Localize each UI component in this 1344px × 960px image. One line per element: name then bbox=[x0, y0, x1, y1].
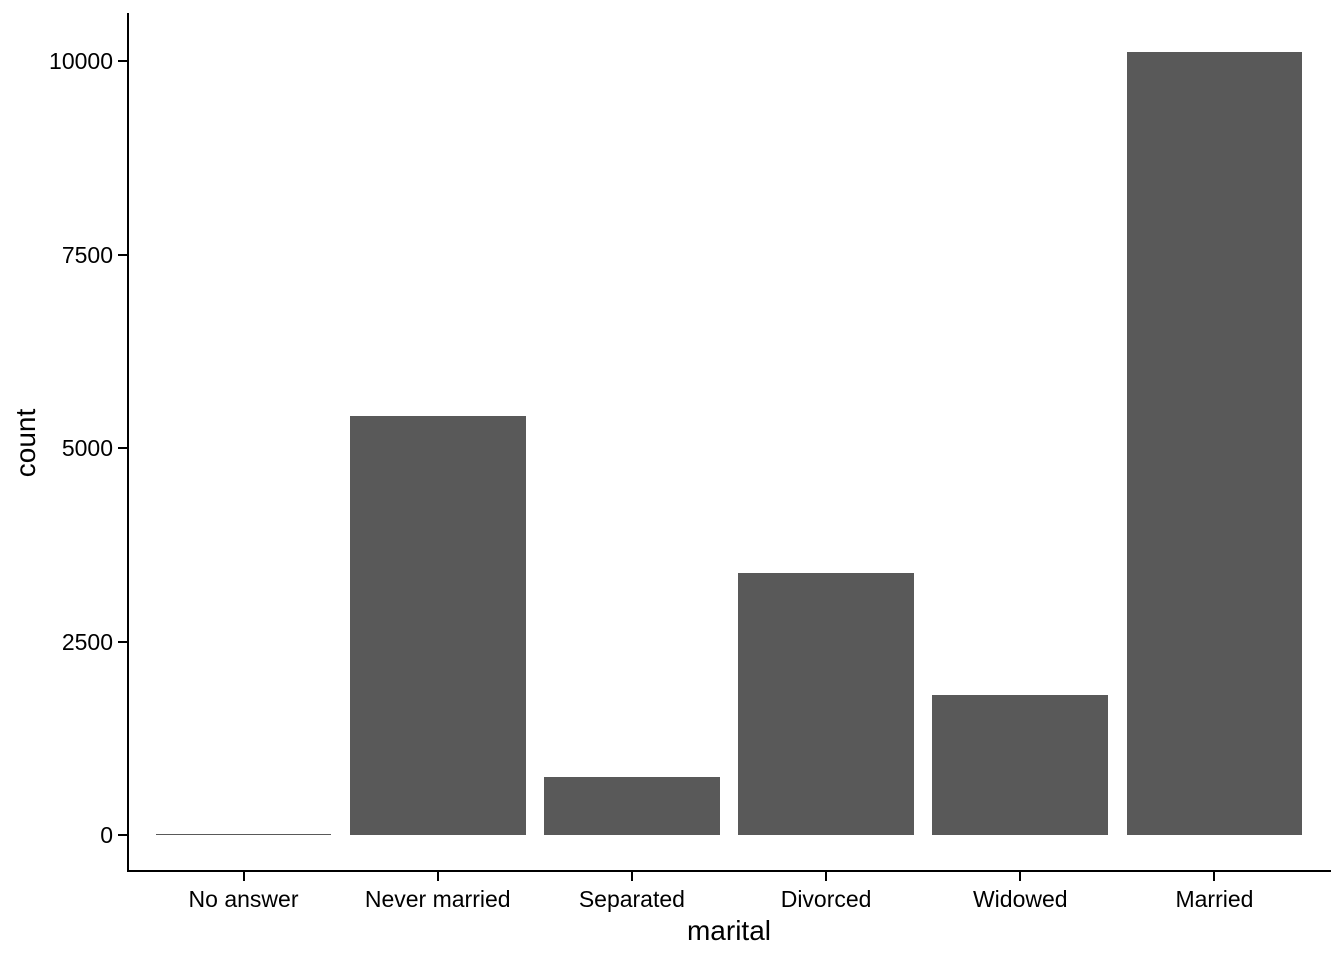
y-tick-10000 bbox=[118, 60, 127, 62]
y-tick-label-10000: 10000 bbox=[49, 48, 113, 74]
x-tick-never-married bbox=[436, 872, 439, 881]
x-axis-title: marital bbox=[686, 915, 771, 946]
y-tick-0 bbox=[118, 834, 127, 836]
bar-divorced bbox=[738, 573, 914, 835]
x-tick-no-answer bbox=[242, 872, 245, 881]
x-tick-label-married: Married bbox=[1175, 886, 1254, 912]
x-tick-label-separated: Separated bbox=[578, 886, 685, 912]
y-tick-label-7500: 7500 bbox=[61, 241, 113, 268]
x-tick-separated bbox=[630, 872, 633, 881]
y-tick-label-2500: 2500 bbox=[61, 628, 113, 655]
bar-never-married bbox=[349, 415, 526, 835]
y-tick-2500 bbox=[118, 640, 127, 643]
x-axis-line bbox=[127, 870, 1331, 872]
x-tick-divorced bbox=[825, 872, 828, 881]
plot-panel: No answer Never married Separated Divorced W… bbox=[49, 13, 1331, 912]
bar-no-answer bbox=[155, 833, 332, 835]
x-tick-widowed bbox=[1019, 872, 1022, 881]
y-tick-7500 bbox=[118, 253, 127, 256]
x-tick-married bbox=[1213, 872, 1216, 881]
bar-widowed bbox=[932, 695, 1109, 835]
bar-separated bbox=[544, 777, 720, 835]
bar-married bbox=[1126, 51, 1303, 835]
x-tick-label-no-answer: No answer bbox=[188, 886, 299, 912]
x-tick-label-widowed: Widowed bbox=[972, 886, 1068, 912]
y-axis-line bbox=[127, 13, 129, 872]
y-tick-5000 bbox=[118, 447, 127, 449]
x-tick-label-divorced: Divorced bbox=[780, 886, 872, 912]
y-tick-label-0: 0 bbox=[100, 822, 113, 848]
y-tick-label-5000: 5000 bbox=[61, 435, 113, 461]
x-tick-label-never-married: Never married bbox=[364, 886, 511, 912]
